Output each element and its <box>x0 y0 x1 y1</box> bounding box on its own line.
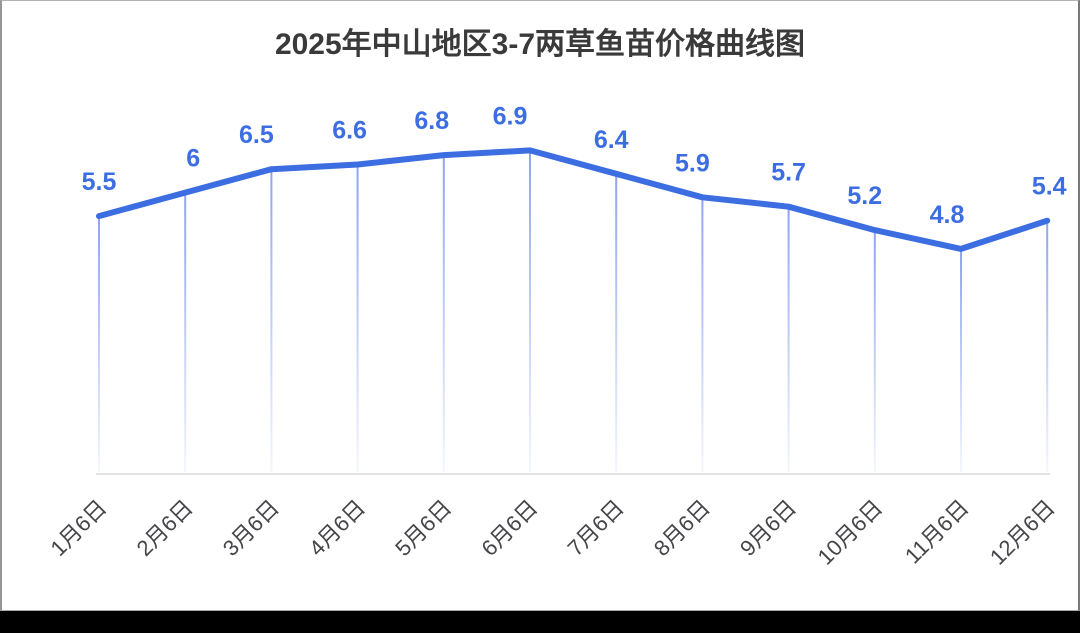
x-axis-label: 3月6日 <box>218 495 284 561</box>
drop-line <box>356 164 359 472</box>
x-axis-label: 11月6日 <box>900 495 974 569</box>
x-axis-label: 7月6日 <box>563 495 629 561</box>
value-label: 5.9 <box>675 149 710 177</box>
price-line-chart: 2025年中山地区3-7两草鱼苗价格曲线图 5.5 6 6.5 6.6 6.8 6.9 6.… <box>45 27 1067 570</box>
value-label: 6.6 <box>332 117 367 145</box>
drop-line <box>442 155 445 472</box>
value-label: 5.7 <box>771 159 806 187</box>
x-axis-label: 5月6日 <box>390 495 456 561</box>
value-label: 6.4 <box>594 126 629 154</box>
x-axis-label: 1月6日 <box>45 495 111 561</box>
value-label: 6 <box>186 145 200 173</box>
x-axis-label: 12月6日 <box>985 495 1060 570</box>
drop-line <box>98 216 100 472</box>
drop-line <box>873 230 876 472</box>
value-label: 5.5 <box>82 168 117 196</box>
drop-line <box>701 197 704 473</box>
drop-line <box>529 150 531 472</box>
value-label: 6.5 <box>239 121 274 149</box>
letterbox-bar <box>0 612 1080 633</box>
drop-line <box>270 169 273 472</box>
value-label: 5.4 <box>1032 173 1067 201</box>
x-axis-label: 2月6日 <box>132 495 198 561</box>
value-label: 5.2 <box>847 182 882 210</box>
x-axis-label: 8月6日 <box>649 495 715 561</box>
chart-canvas: 2025年中山地区3-7两草鱼苗价格曲线图 5.5 6 6.5 6.6 6.8 6.9 6.… <box>0 0 1080 611</box>
x-axis-label: 9月6日 <box>735 495 801 561</box>
drop-line <box>184 192 187 472</box>
drop-line <box>787 206 790 473</box>
drop-line <box>1046 220 1049 472</box>
chart-title: 2025年中山地区3-7两草鱼苗价格曲线图 <box>275 27 805 61</box>
x-axis-label: 4月6日 <box>304 495 370 561</box>
value-label: 6.9 <box>493 102 528 130</box>
x-axis-label: 10月6日 <box>813 495 888 570</box>
value-label: 6.8 <box>414 107 449 135</box>
drop-line <box>960 248 962 472</box>
price-line-series <box>96 147 1051 252</box>
value-label: 4.8 <box>930 201 965 229</box>
drop-line <box>615 173 618 472</box>
x-axis-label: 6月6日 <box>476 495 542 561</box>
